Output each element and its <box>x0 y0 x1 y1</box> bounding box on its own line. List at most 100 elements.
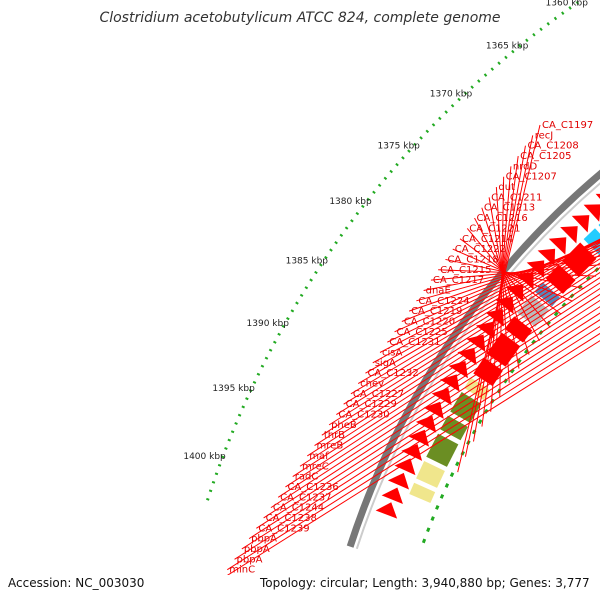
gene-label: CA_C1236 <box>287 482 338 493</box>
leader-line <box>256 306 600 529</box>
genome-backbone <box>346 169 600 548</box>
leader-line <box>394 239 600 333</box>
leader-line <box>490 166 512 412</box>
gene-label: mreB <box>317 441 344 452</box>
leader-line <box>350 244 600 395</box>
gene-block <box>409 482 436 504</box>
forward-gene <box>560 226 578 244</box>
ruler-label: 1380 kbp <box>329 197 372 207</box>
ruler-label: 1390 kbp <box>247 319 290 329</box>
leader-line <box>248 312 600 540</box>
leader-line <box>277 287 600 498</box>
ruler-label: 1375 kbp <box>377 141 420 151</box>
forward-gene <box>381 487 403 505</box>
accession-label: Accession: NC_003030 <box>8 576 145 590</box>
gene-block <box>450 392 482 423</box>
gene-block <box>416 461 445 488</box>
gene-label: CA_C1222 <box>455 244 506 255</box>
gene-block <box>440 415 468 441</box>
leader-line <box>495 187 510 383</box>
gene-block <box>583 228 600 256</box>
ruler-label: 1385 kbp <box>286 256 329 266</box>
leader-line <box>241 319 600 550</box>
gene-label: nrdD <box>513 161 538 172</box>
leader-line <box>314 262 600 446</box>
gene-label: CA_C1230 <box>338 410 389 421</box>
gene-label: CA_C1217 <box>433 275 484 286</box>
forward-gene <box>375 502 398 519</box>
leader-line <box>401 241 600 322</box>
forward-gene <box>595 193 600 199</box>
leader-line <box>408 244 600 312</box>
leader-line <box>481 207 530 355</box>
gene-label: CA_C1238 <box>266 513 317 524</box>
gene-block <box>562 242 597 277</box>
gene-label: CA_C1214 <box>462 234 513 245</box>
gene-label: CA_C1205 <box>520 151 571 162</box>
forward-gene <box>439 374 460 392</box>
gene-label: CA_C1221 <box>469 223 520 234</box>
gene-label: pheB <box>331 420 357 431</box>
forward-gene <box>548 237 567 255</box>
gene-label: CA_C1213 <box>484 203 535 214</box>
leader-line <box>292 277 600 478</box>
leader-line <box>321 258 600 436</box>
gene-label: CA_C1231 <box>389 337 440 348</box>
gene-label: pbpA <box>244 544 270 555</box>
leader-line <box>263 299 600 519</box>
gene-label: radC <box>295 472 319 483</box>
leader-line <box>343 247 600 405</box>
gene-label: CA_C1197 <box>542 120 593 131</box>
forward-gene <box>415 415 437 433</box>
gene-label: minD <box>222 575 249 586</box>
gene-label: CA_C1225 <box>397 327 448 338</box>
gene-label: CA_C1219 <box>411 306 462 317</box>
gene-label: chev <box>360 379 384 390</box>
leader-line <box>379 238 600 353</box>
leader-line <box>234 325 600 560</box>
gene-label: CA_C1215 <box>440 265 491 276</box>
gene-label: sigA <box>375 358 396 369</box>
leader-line <box>372 239 600 364</box>
gene-label: CA_C1216 <box>477 213 528 224</box>
forward-gene <box>394 458 416 476</box>
gene-label: recJ <box>535 130 554 141</box>
leader-line <box>285 282 600 488</box>
gene-label: pbpA <box>251 534 277 545</box>
ruler-label: 1400 kbp <box>183 452 226 462</box>
genome-stats-label: Topology: circular; Length: 3,940,880 bp… <box>260 576 590 590</box>
leader-line <box>270 293 600 509</box>
genome-backbone-inner <box>355 182 600 550</box>
leader-line <box>299 271 600 467</box>
gene-label: maf <box>309 451 329 462</box>
gene-label: mreC <box>302 461 329 472</box>
gene-label: dnaE <box>426 285 451 296</box>
ruler-label: 1365 kbp <box>486 42 529 52</box>
forward-gene <box>408 429 430 447</box>
leader-line <box>481 155 519 427</box>
gene-label: thrB <box>324 430 345 441</box>
forward-gene <box>387 472 410 490</box>
gene-block <box>426 433 459 467</box>
map-title: Clostridium acetobutylicum ATCC 824, com… <box>99 10 500 26</box>
gene-block <box>504 316 533 343</box>
forward-gene <box>583 204 600 222</box>
leader-line <box>307 267 600 457</box>
gene-label: CA_C1224 <box>418 296 469 307</box>
gene-label: CA_C1239 <box>258 523 309 534</box>
ruler-label: 1395 kbp <box>212 384 255 394</box>
ruler-label: 1370 kbp <box>430 89 473 99</box>
gene-label: pbpA <box>237 554 263 565</box>
gene-block <box>473 357 503 387</box>
leader-line <box>227 340 600 575</box>
leader-line <box>336 250 600 415</box>
gene-label: CA_C1211 <box>491 192 542 203</box>
leader-line <box>466 228 551 328</box>
leader-line <box>357 242 600 384</box>
gene-label: minC <box>229 565 255 576</box>
gene-label: CA_C1229 <box>346 399 397 410</box>
gene-label: CA_C1208 <box>527 141 578 152</box>
ruler-label: 1360 kbp <box>546 0 589 8</box>
leader-line <box>365 240 600 374</box>
